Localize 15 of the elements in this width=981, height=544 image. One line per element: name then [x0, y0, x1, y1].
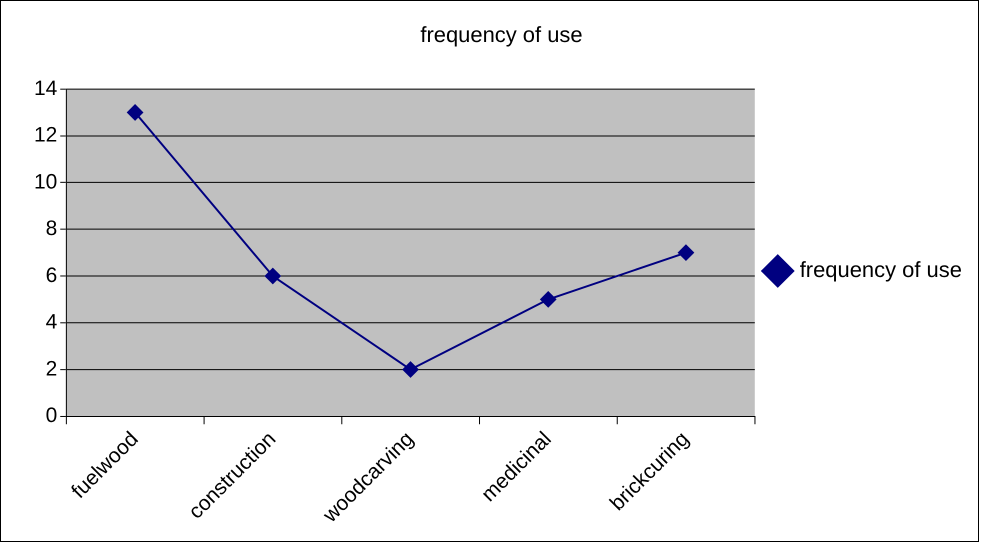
point: [540, 291, 556, 308]
y-tick-label: 12: [34, 124, 58, 147]
point: [678, 244, 694, 261]
y-tick-label: 0: [46, 404, 58, 428]
point: [127, 104, 144, 120]
y-tick-label: 10: [34, 170, 58, 194]
y-tick-label: 14: [34, 76, 58, 100]
chart-title: frequency of use: [420, 22, 583, 48]
point: [264, 268, 281, 284]
y-tick-label: 6: [46, 264, 58, 287]
y-tick-label: 4: [46, 310, 58, 334]
y-tick-label: 2: [46, 357, 58, 380]
point: [402, 362, 418, 378]
legend-label: frequency of use: [800, 257, 962, 282]
y-tick-label: 8: [46, 217, 58, 240]
